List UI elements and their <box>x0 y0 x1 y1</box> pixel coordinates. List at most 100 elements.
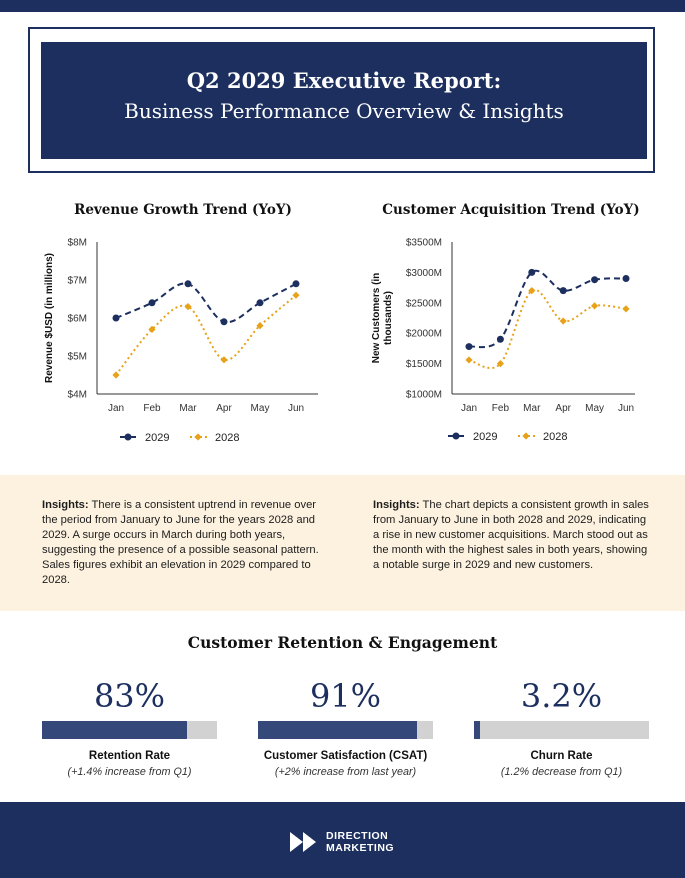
y-tick-label: $5M <box>68 352 87 363</box>
x-tick-label: Mar <box>523 403 541 414</box>
metric-progress-bar <box>258 721 433 739</box>
data-point-2029 <box>496 335 504 343</box>
series-line-2028 <box>468 288 627 369</box>
data-point-2029 <box>148 299 156 307</box>
retention-section-title: Customer Retention & Engagement <box>187 633 498 652</box>
brand-logo: DIRECTION MARKETING <box>290 830 394 857</box>
footer: DIRECTION MARKETING <box>0 802 685 878</box>
chevrons-icon <box>290 832 316 852</box>
y-axis-label-line: thousands) <box>383 291 394 345</box>
report-title: Q2 2029 Executive Report: <box>186 68 502 93</box>
x-tick-label: Jan <box>108 403 124 414</box>
metric-value: 91% <box>309 677 382 715</box>
metric-value: 83% <box>93 677 166 715</box>
data-point-2029 <box>112 314 120 322</box>
insights-left-text: There is a consistent uptrend in revenue… <box>42 499 319 586</box>
metric-churn: 3.2% Churn Rate (1.2% decrease from Q1) <box>474 676 649 778</box>
data-point-2029 <box>292 280 300 288</box>
brand-name: DIRECTION MARKETING <box>326 830 394 854</box>
y-axis-label-line: Revenue $USD (in millions) <box>44 253 55 383</box>
data-point-2028 <box>220 356 228 364</box>
metric-value: 3.2% <box>520 677 603 715</box>
data-point-2029 <box>184 280 192 288</box>
data-point-2029 <box>528 268 536 276</box>
metric-label: Churn Rate <box>530 750 593 762</box>
metric-csat: 91% Customer Satisfaction (CSAT) (+2% in… <box>258 676 433 778</box>
metric-subtext: (+1.4% increase from Q1) <box>67 766 192 778</box>
legend-label: 2028 <box>215 432 239 444</box>
y-tick-label: $4M <box>68 390 87 401</box>
x-tick-label: Apr <box>555 403 571 414</box>
y-tick-label: $1000M <box>406 390 442 401</box>
x-tick-label: Mar <box>179 403 197 414</box>
revenue-chart-title: Revenue Growth Trend (YoY) <box>74 202 292 218</box>
x-tick-label: Jan <box>461 403 477 414</box>
metric-subtext: (+2% increase from last year) <box>274 766 417 778</box>
metric-progress-bar <box>42 721 217 739</box>
report-title-banner: Q2 2029 Executive Report: Business Perfo… <box>41 42 647 159</box>
metric-label: Retention Rate <box>88 750 171 762</box>
legend-label: 2029 <box>473 431 497 443</box>
y-axis-label: Revenue $USD (in millions) <box>44 253 55 383</box>
revenue-chart: $4M $5M $6M $7M $8M Jan Feb Mar Apr May Jun Revenue… <box>44 238 318 444</box>
customer-chart-title: Customer Acquisition Trend (YoY) <box>382 202 640 218</box>
report-subtitle: Business Performance Overview & Insights <box>124 99 564 123</box>
metric-progress-bar <box>474 721 649 739</box>
data-point-2029 <box>220 318 228 326</box>
data-point-2029 <box>591 276 599 284</box>
metric-retention: 83% Retention Rate (+1.4% increase from … <box>42 676 217 778</box>
data-point-2029 <box>256 299 264 307</box>
insights-right-label: Insights: <box>373 499 420 511</box>
y-tick-label: $8M <box>68 238 87 249</box>
legend-label: 2029 <box>145 432 169 444</box>
series-line-2028 <box>115 294 297 376</box>
y-tick-label: $6M <box>68 314 87 325</box>
metric-label: Customer Satisfaction (CSAT) <box>263 750 428 762</box>
legend-marker-2028 <box>522 432 530 440</box>
x-tick-label: May <box>585 403 604 414</box>
y-tick-label: $7M <box>68 276 87 287</box>
data-point-2028 <box>622 305 630 313</box>
top-accent-bar <box>0 0 685 12</box>
x-tick-label: May <box>251 403 270 414</box>
series-line-2029 <box>115 282 297 324</box>
insights-panel: Insights: There is a consistent uptrend … <box>0 475 685 611</box>
y-axis-label: New Customers (inthousands) <box>371 273 394 364</box>
metric-subtext: (1.2% decrease from Q1) <box>500 766 623 778</box>
title-frame <box>28 27 655 173</box>
insights-right-text: The chart depicts a consistent growth in… <box>373 499 649 571</box>
y-tick-label: $1500M <box>406 359 442 370</box>
data-point-2029 <box>559 287 567 295</box>
legend-label: 2028 <box>543 431 567 443</box>
legend-marker-2029 <box>124 433 132 441</box>
y-tick-label: $3500M <box>406 238 442 249</box>
y-axis-label-line: New Customers (in <box>371 273 382 364</box>
insights-left: Insights: There is a consistent uptrend … <box>42 498 320 588</box>
series-line-2029 <box>468 269 627 349</box>
insights-left-label: Insights: <box>42 499 89 511</box>
data-point-2028 <box>292 291 300 299</box>
data-point-2028 <box>465 356 473 364</box>
insights-right: Insights: The chart depicts a consistent… <box>373 498 651 573</box>
y-tick-label: $2500M <box>406 298 442 309</box>
legend-marker-2028 <box>194 433 202 441</box>
data-point-2029 <box>465 343 473 351</box>
y-tick-label: $2000M <box>406 329 442 340</box>
brand-line2: MARKETING <box>326 842 395 854</box>
brand-line1: DIRECTION <box>326 830 389 842</box>
data-point-2028 <box>112 371 120 379</box>
customer-chart: $1000M $1500M $2000M $2500M $3000M $3500M Jan F… <box>371 238 635 443</box>
metric-progress-fill <box>42 721 188 739</box>
data-point-2029 <box>622 274 630 282</box>
data-point-2028 <box>559 317 567 325</box>
legend-marker-2029 <box>452 432 460 440</box>
x-tick-label: Jun <box>288 403 304 414</box>
x-tick-label: Feb <box>143 403 161 414</box>
metric-progress-fill <box>258 721 418 739</box>
y-tick-label: $3000M <box>406 268 442 279</box>
x-tick-label: Apr <box>216 403 232 414</box>
x-tick-label: Jun <box>618 403 634 414</box>
data-point-2028 <box>591 302 599 310</box>
x-tick-label: Feb <box>492 403 510 414</box>
metric-progress-fill <box>474 721 480 739</box>
